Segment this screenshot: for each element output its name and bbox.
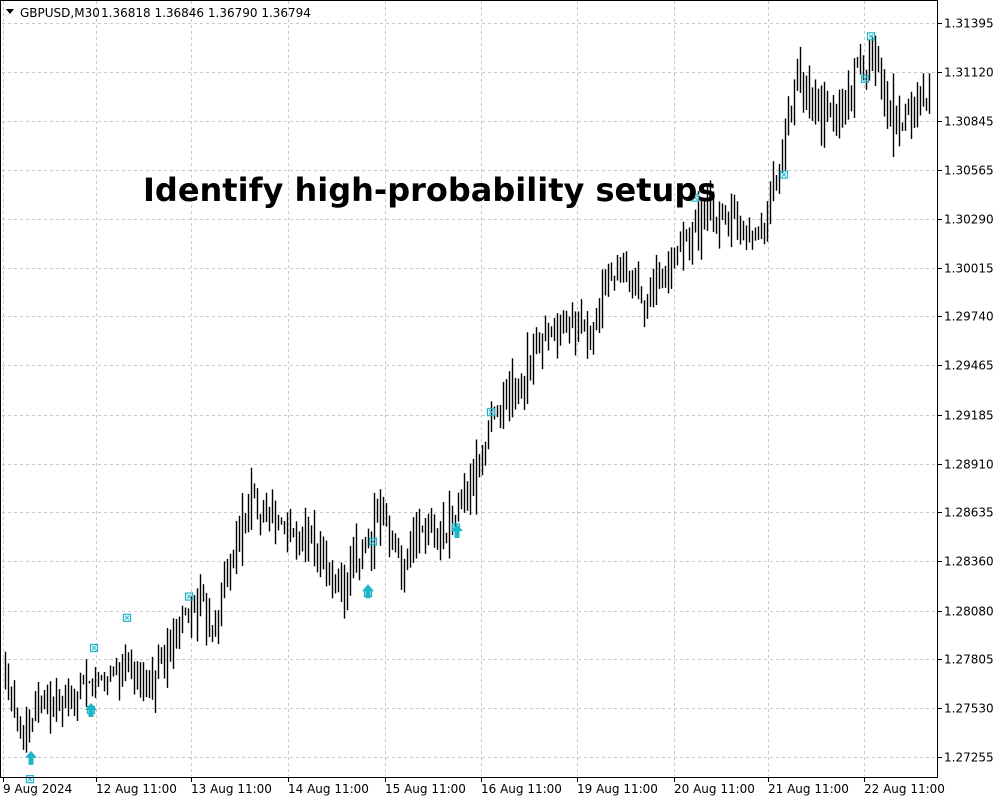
price-tick-label: 1.27530: [944, 702, 994, 716]
price-tick-label: 1.28360: [944, 555, 994, 569]
signal-box-icon: [363, 588, 373, 598]
price-tick-label: 1.29465: [944, 359, 994, 373]
dropdown-triangle-icon[interactable]: [6, 9, 14, 14]
overlay-caption: Identify high-probability setups: [143, 171, 716, 209]
signals: [25, 32, 876, 784]
time-scale: 9 Aug 2024 12 Aug 11:00 13 Aug 11:00 14 Aug…: [3, 777, 945, 796]
symbol-timeframe: GBPUSD,M30: [20, 6, 100, 20]
up-arrow-icon: [362, 584, 374, 599]
up-arrow-icon: [25, 750, 37, 765]
signal-box-icon: [451, 523, 461, 532]
time-tick-label: 9 Aug 2024: [3, 782, 72, 796]
price-tick-label: 1.30845: [944, 115, 994, 129]
time-tick-label: 21 Aug 11:00: [768, 782, 849, 796]
signal-box-icon: [86, 705, 96, 715]
signal-box-icon: [486, 408, 496, 417]
time-tick-label: 12 Aug 11:00: [96, 782, 177, 796]
signal-box-icon: [89, 643, 99, 653]
candles: [4, 35, 931, 753]
time-tick-label: 15 Aug 11:00: [385, 782, 466, 796]
price-tick-label: 1.31395: [944, 17, 994, 31]
price-tick-label: 1.29185: [944, 409, 994, 423]
price-scale: 1.31395 1.31120 1.30845 1.30565 1.30290 1.300…: [937, 17, 994, 765]
time-tick-label: 20 Aug 11:00: [674, 782, 755, 796]
signal-box-icon: [866, 32, 876, 41]
time-tick-label: 16 Aug 11:00: [481, 782, 562, 796]
price-tick-label: 1.29740: [944, 310, 994, 324]
time-tick-label: 19 Aug 11:00: [577, 782, 658, 796]
signal-box-icon: [184, 592, 194, 601]
price-tick-label: 1.28910: [944, 458, 994, 472]
signal-box-icon: [779, 170, 789, 179]
price-tick-label: 1.30565: [944, 164, 994, 178]
time-tick-label: 22 Aug 11:00: [864, 782, 945, 796]
time-tick-label: 13 Aug 11:00: [191, 782, 272, 796]
signal-box-icon: [860, 74, 870, 83]
signal-box-icon: [690, 193, 700, 202]
time-tick-label: 14 Aug 11:00: [288, 782, 369, 796]
signal-box-icon: [122, 613, 132, 622]
price-tick-label: 1.31120: [944, 66, 994, 80]
price-tick-label: 1.28635: [944, 506, 994, 520]
price-tick-label: 1.30015: [944, 262, 994, 276]
price-tick-label: 1.28080: [944, 605, 994, 619]
price-tick-label: 1.27805: [944, 653, 994, 667]
signal-box-icon: [368, 537, 378, 546]
price-tick-label: 1.27255: [944, 751, 994, 765]
price-tick-label: 1.30290: [944, 213, 994, 227]
axes: [0, 0, 938, 778]
ohlc-values: 1.36818 1.36846 1.36790 1.36794: [101, 6, 311, 20]
